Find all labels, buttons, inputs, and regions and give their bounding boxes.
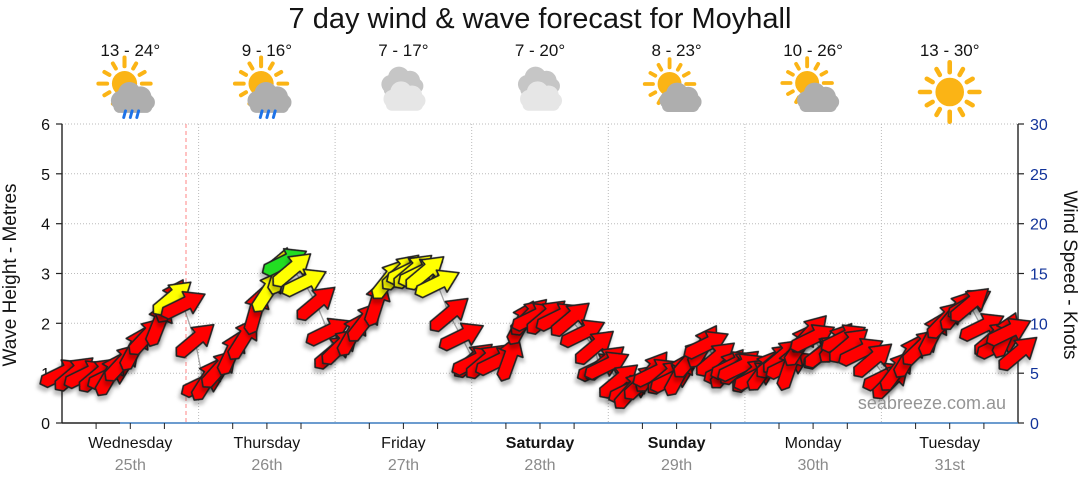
svg-text:26th: 26th bbox=[251, 457, 282, 474]
svg-text:0: 0 bbox=[1030, 416, 1039, 433]
svg-text:7 day wind & wave forecast for: 7 day wind & wave forecast for Moyhall bbox=[289, 3, 792, 35]
svg-text:28th: 28th bbox=[524, 457, 555, 474]
svg-text:Thursday: Thursday bbox=[234, 435, 301, 452]
svg-text:Sunday: Sunday bbox=[648, 435, 706, 452]
svg-text:0: 0 bbox=[41, 416, 50, 433]
svg-text:10 - 26°: 10 - 26° bbox=[783, 41, 843, 60]
svg-text:27th: 27th bbox=[388, 457, 419, 474]
svg-text:10: 10 bbox=[1030, 316, 1048, 333]
svg-text:Wind Speed - Knots: Wind Speed - Knots bbox=[1059, 191, 1080, 360]
svg-text:Saturday: Saturday bbox=[506, 435, 575, 452]
svg-text:30th: 30th bbox=[798, 457, 829, 474]
svg-text:Wednesday: Wednesday bbox=[88, 435, 172, 452]
svg-text:29th: 29th bbox=[661, 457, 692, 474]
svg-text:Friday: Friday bbox=[381, 435, 425, 452]
svg-text:5: 5 bbox=[41, 167, 50, 184]
svg-text:4: 4 bbox=[41, 217, 50, 234]
svg-text:13 - 24°: 13 - 24° bbox=[100, 41, 160, 60]
svg-text:9 - 16°: 9 - 16° bbox=[242, 41, 292, 60]
svg-text:20: 20 bbox=[1030, 217, 1048, 234]
svg-text:13 - 30°: 13 - 30° bbox=[920, 41, 980, 60]
svg-text:8 - 23°: 8 - 23° bbox=[651, 41, 701, 60]
svg-text:7 - 17°: 7 - 17° bbox=[378, 41, 428, 60]
svg-text:3: 3 bbox=[41, 267, 50, 284]
svg-text:6: 6 bbox=[41, 117, 50, 134]
svg-text:5: 5 bbox=[1030, 366, 1039, 383]
svg-text:30: 30 bbox=[1030, 117, 1048, 134]
svg-text:2: 2 bbox=[41, 316, 50, 333]
svg-text:Tuesday: Tuesday bbox=[919, 435, 980, 452]
svg-text:seabreeze.com.au: seabreeze.com.au bbox=[858, 393, 1006, 413]
svg-text:Wave Height - Metres: Wave Height - Metres bbox=[0, 183, 21, 366]
svg-text:Monday: Monday bbox=[785, 435, 842, 452]
svg-text:15: 15 bbox=[1030, 267, 1048, 284]
svg-text:25th: 25th bbox=[115, 457, 146, 474]
svg-text:7 - 20°: 7 - 20° bbox=[515, 41, 565, 60]
svg-text:31st: 31st bbox=[935, 457, 966, 474]
svg-text:25: 25 bbox=[1030, 167, 1048, 184]
